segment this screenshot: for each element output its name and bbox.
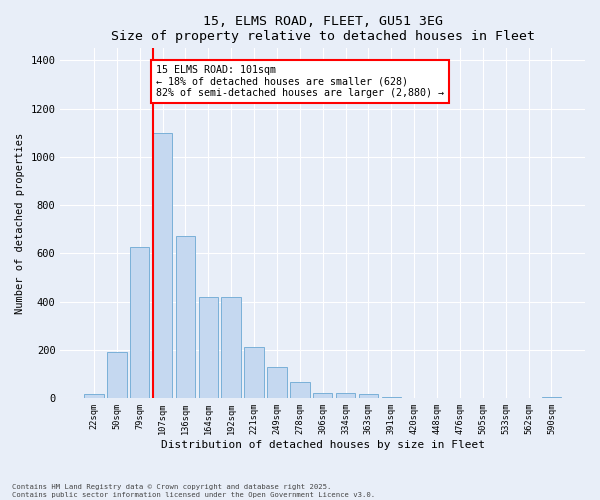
Bar <box>267 366 287 398</box>
Bar <box>107 352 127 398</box>
Bar <box>199 297 218 398</box>
Title: 15, ELMS ROAD, FLEET, GU51 3EG
Size of property relative to detached houses in F: 15, ELMS ROAD, FLEET, GU51 3EG Size of p… <box>111 15 535 43</box>
Bar <box>84 394 104 398</box>
Bar <box>153 133 172 398</box>
Bar <box>176 236 195 398</box>
Bar <box>290 382 310 398</box>
Text: Contains HM Land Registry data © Crown copyright and database right 2025.
Contai: Contains HM Land Registry data © Crown c… <box>12 484 375 498</box>
Bar <box>244 348 264 398</box>
Text: 15 ELMS ROAD: 101sqm
← 18% of detached houses are smaller (628)
82% of semi-deta: 15 ELMS ROAD: 101sqm ← 18% of detached h… <box>155 65 443 98</box>
Bar <box>221 297 241 398</box>
Bar <box>542 397 561 398</box>
Bar <box>382 397 401 398</box>
Bar <box>313 394 332 398</box>
Y-axis label: Number of detached properties: Number of detached properties <box>15 132 25 314</box>
X-axis label: Distribution of detached houses by size in Fleet: Distribution of detached houses by size … <box>161 440 485 450</box>
Bar <box>130 246 149 398</box>
Bar <box>359 394 378 398</box>
Bar <box>336 394 355 398</box>
